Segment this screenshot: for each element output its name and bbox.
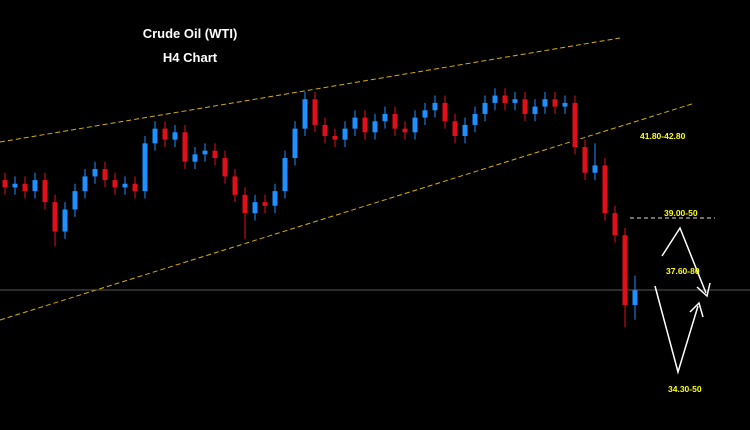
upper-channel-line (0, 37, 621, 143)
candle-body (552, 99, 558, 107)
candle-body (332, 135, 338, 140)
candle-body (52, 202, 58, 232)
candle-body (312, 99, 318, 125)
candle-body (502, 95, 508, 103)
candle-body (392, 113, 398, 129)
candle-body (302, 99, 308, 129)
candle-body (272, 191, 278, 206)
candle-body (42, 180, 48, 203)
candle-body (582, 147, 588, 173)
candle-body (2, 180, 8, 188)
arrow-up-path (661, 226, 707, 294)
candle-body (182, 132, 188, 162)
candle-body (62, 209, 68, 232)
candle-body (92, 169, 98, 177)
chart-subtitle: H4 Chart (163, 50, 218, 65)
candle-body (352, 117, 358, 129)
candle-body (22, 183, 28, 192)
candle-body (522, 99, 528, 114)
candle-body (242, 194, 248, 214)
arrows (654, 226, 711, 375)
candle-body (32, 180, 38, 192)
candle-body (192, 154, 198, 162)
chart-title: Crude Oil (WTI) (143, 26, 238, 41)
candle-body (432, 102, 438, 111)
level-label: 34.30-50 (668, 384, 702, 394)
candle-body (482, 102, 488, 114)
candle-body (402, 128, 408, 133)
candle-body (252, 202, 258, 214)
candle-body (442, 102, 448, 122)
candle-body (82, 176, 88, 192)
arrow-head (696, 282, 711, 298)
candle-body (122, 183, 128, 188)
candle-body (222, 158, 228, 177)
candle-body (492, 95, 498, 103)
level-label: 41.80-42.80 (640, 131, 686, 141)
candle-body (622, 235, 628, 306)
annotations: 41.80-42.80 39.00-50 37.60-80 34.30-50 (640, 131, 702, 394)
candle-body (372, 121, 378, 133)
candle-body (162, 128, 168, 140)
candle-body (212, 150, 218, 159)
candle-body (232, 176, 238, 195)
candle-body (292, 128, 298, 159)
candle-body (382, 113, 388, 122)
candle-body (202, 150, 208, 155)
candle-body (462, 124, 468, 136)
candle-body (542, 99, 548, 107)
candle-body (592, 165, 598, 173)
candle-body (572, 102, 578, 148)
arrow-head (689, 301, 704, 318)
candle-body (532, 106, 538, 114)
candle-body (322, 124, 328, 136)
candle-body (422, 110, 428, 118)
candles (2, 88, 638, 328)
candle-body (102, 169, 108, 181)
candle-body (562, 102, 568, 107)
candle-body (452, 121, 458, 136)
candle-body (362, 117, 368, 133)
candle-body (282, 158, 288, 192)
candle-body (412, 117, 418, 133)
candle-body (132, 183, 138, 192)
candle-body (472, 113, 478, 125)
candle-body (142, 143, 148, 192)
lower-channel-line (0, 102, 696, 321)
candle-body (342, 128, 348, 140)
arrow-down-path (654, 285, 699, 375)
candle-body (612, 213, 618, 236)
candle-body (602, 165, 608, 214)
candle-body (12, 183, 18, 188)
candle-body (112, 180, 118, 188)
candle-body (632, 290, 638, 306)
candle-body (152, 128, 158, 144)
level-label: 37.60-80 (666, 266, 700, 276)
candle-body (172, 132, 178, 140)
candle-body (72, 191, 78, 210)
candle-body (262, 202, 268, 206)
candle-body (512, 99, 518, 103)
level-label: 39.00-50 (664, 208, 698, 218)
